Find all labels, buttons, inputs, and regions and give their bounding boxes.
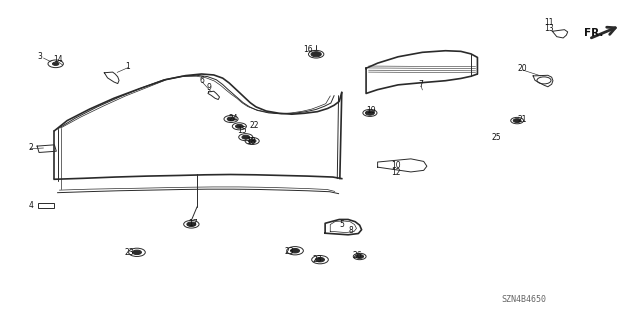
Text: 23: 23 [284,247,294,256]
Text: 22: 22 [250,121,259,130]
Text: 16: 16 [303,45,314,54]
Circle shape [227,117,235,121]
Circle shape [236,124,243,128]
Circle shape [356,255,364,258]
Text: 23: 23 [312,255,323,263]
Text: 23: 23 [124,248,134,257]
Text: 17: 17 [188,219,198,228]
Circle shape [187,222,196,226]
Text: 2: 2 [28,143,33,152]
Circle shape [316,257,324,262]
Text: 12: 12 [391,168,400,177]
Text: 21: 21 [518,115,527,124]
Text: SZN4B4650: SZN4B4650 [501,295,546,304]
Text: 9: 9 [206,83,211,92]
Text: 25: 25 [492,133,502,142]
Text: 10: 10 [390,161,401,170]
Text: 15: 15 [237,126,247,135]
Text: 5: 5 [339,220,344,229]
Text: 4: 4 [28,201,33,210]
Text: 6: 6 [200,76,205,85]
Circle shape [248,139,256,143]
Text: 24: 24 [228,114,238,123]
Text: 26: 26 [352,251,362,260]
Text: 7: 7 [419,80,424,89]
Circle shape [132,250,141,255]
Text: 20: 20 [517,64,527,73]
Circle shape [52,62,59,65]
Text: 11: 11 [545,18,554,27]
Circle shape [311,52,321,57]
Text: 14: 14 [52,55,63,64]
Text: FR.: FR. [584,28,603,39]
Circle shape [242,135,250,139]
Circle shape [513,119,521,122]
Bar [38,203,54,208]
Circle shape [291,249,300,253]
Text: 19: 19 [366,106,376,115]
Text: 3: 3 [37,52,42,61]
Text: 1: 1 [125,62,131,70]
Text: 18: 18 [246,137,255,146]
Circle shape [365,111,374,115]
Text: 13: 13 [544,24,554,33]
Text: 8: 8 [348,226,353,235]
